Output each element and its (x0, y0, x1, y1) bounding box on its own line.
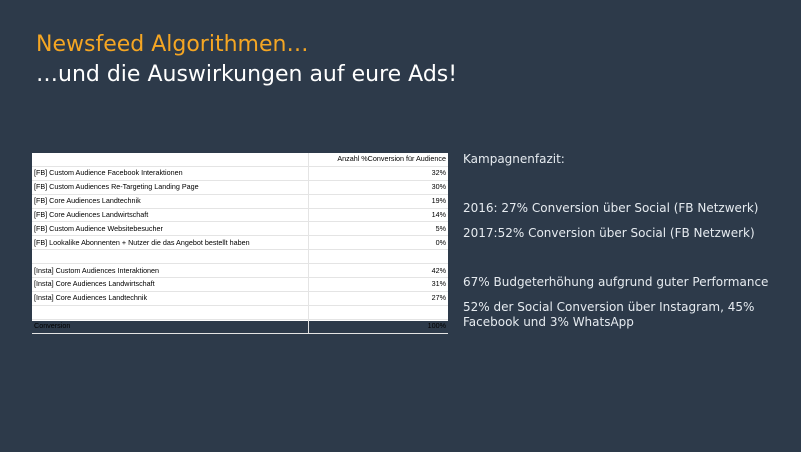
table-row: [Insta] Core Audiences Landwirtschaft 31… (32, 277, 448, 292)
table-cell-value: 0% (308, 235, 448, 251)
table-row (32, 249, 448, 265)
table-row-total: Conversion 100% (32, 319, 448, 334)
table-cell-label: [FB] Core Audiences Landtechnik (32, 194, 309, 209)
table-cell-value: 14% (308, 208, 448, 223)
table-row: [FB] Core Audiences Landwirtschaft 14% (32, 208, 448, 223)
table-cell-label: Conversion (32, 319, 309, 334)
table-row: [Insta] Custom Audiences Interaktionen 4… (32, 263, 448, 279)
table-cell-label: [FB] Custom Audiences Re-Targeting Landi… (32, 180, 309, 195)
slide-subtitle: …und die Auswirkungen auf eure Ads! (36, 62, 458, 87)
table-cell-value: 42% (308, 263, 448, 279)
table-cell-value: 5% (308, 221, 448, 237)
table-cell-label: [Insta] Core Audiences Landwirtschaft (32, 277, 309, 292)
table-cell-label: [FB] Lookalike Abonnenten + Nutzer die d… (32, 235, 309, 251)
table-cell-label (32, 305, 309, 320)
table-row: [FB] Lookalike Abonnenten + Nutzer die d… (32, 235, 448, 251)
table-cell-label: [Insta] Custom Audiences Interaktionen (32, 263, 309, 279)
table-row: [FB] Custom Audience Facebook Interaktio… (32, 166, 448, 181)
table-row: [FB] Custom Audience Websitebesucher 5% (32, 221, 448, 237)
table-cell-label: [FB] Core Audiences Landwirtschaft (32, 208, 309, 223)
summary-2017: 2017:52% Conversion über Social (FB Netz… (463, 226, 755, 240)
table-cell-value (308, 249, 448, 265)
table-row: [FB] Custom Audiences Re-Targeting Landi… (32, 180, 448, 195)
table-cell-value: 30% (308, 180, 448, 195)
summary-budget: 67% Budgeterhöhung aufgrund guter Perfor… (463, 275, 769, 289)
table-cell-label: [FB] Custom Audience Facebook Interaktio… (32, 166, 309, 181)
table-cell-value: 32% (308, 166, 448, 181)
summary-split: 52% der Social Conversion über Instagram… (463, 300, 755, 329)
table-cell-label: [Insta] Core Audiences Landtechnik (32, 291, 309, 306)
table-cell-label: [FB] Custom Audience Websitebesucher (32, 221, 309, 237)
table-row: [Insta] Core Audiences Landtechnik 27% (32, 291, 448, 306)
table-cell-value: 100% (308, 319, 448, 334)
table-header-cell (32, 153, 309, 167)
table-cell-label (32, 249, 309, 265)
slide-title: Newsfeed Algorithmen… (36, 32, 309, 57)
table-cell-value: 27% (308, 291, 448, 306)
table-row: [FB] Core Audiences Landtechnik 19% (32, 194, 448, 209)
conversion-table: Anzahl %Conversion für Audience [FB] Cus… (32, 153, 448, 334)
table-cell-value (308, 305, 448, 320)
summary-2016: 2016: 27% Conversion über Social (FB Net… (463, 201, 759, 215)
table-header-cell: Anzahl %Conversion für Audience (308, 153, 448, 167)
table-cell-value: 19% (308, 194, 448, 209)
table-header-row: Anzahl %Conversion für Audience (32, 153, 448, 167)
table-cell-value: 31% (308, 277, 448, 292)
summary-heading: Kampagnenfazit: (463, 152, 565, 166)
table-row (32, 305, 448, 320)
